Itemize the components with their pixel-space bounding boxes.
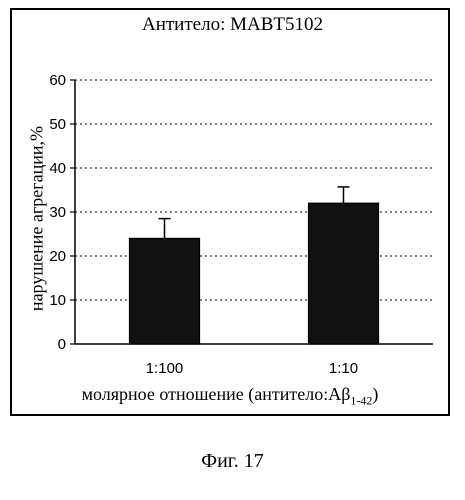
- y-tick-label: 60: [49, 72, 66, 89]
- x-tick-label: 1:100: [146, 360, 184, 377]
- x-axis-label-close: ): [372, 384, 378, 404]
- figure-caption: Фиг. 17: [0, 450, 465, 473]
- x-axis-label-text: молярное отношение (антитело:Aβ: [82, 384, 351, 404]
- bar: [130, 238, 200, 344]
- y-tick-label: 50: [49, 116, 66, 133]
- x-axis-label: молярное отношение (антитело:Aβ1-42): [10, 384, 450, 409]
- y-tick-label: 0: [58, 336, 66, 353]
- x-axis-label-subscript: 1-42: [350, 394, 372, 408]
- bar: [309, 203, 379, 344]
- y-tick-label: 10: [49, 292, 66, 309]
- y-tick-label: 40: [49, 160, 66, 177]
- y-tick-label: 20: [49, 248, 66, 265]
- x-tick-label: 1:10: [329, 360, 358, 377]
- y-tick-label: 30: [49, 204, 66, 221]
- bar-chart: 0 10 20 30 40 50 60 1:100 1:10: [0, 0, 465, 420]
